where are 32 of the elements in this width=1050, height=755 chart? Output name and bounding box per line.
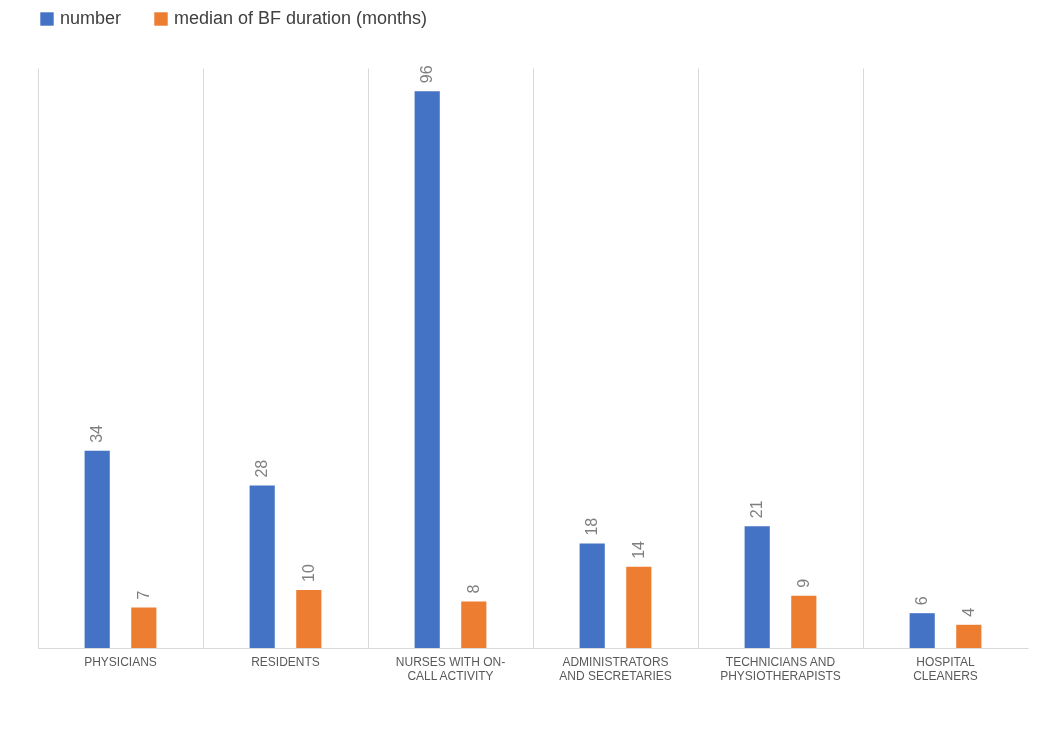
data-label: 6 bbox=[913, 596, 931, 606]
bar bbox=[84, 450, 110, 648]
data-label: 4 bbox=[959, 607, 977, 617]
bar bbox=[579, 543, 605, 648]
x-tick-label: HOSPITAL CLEANERS bbox=[913, 654, 978, 683]
bar bbox=[461, 601, 487, 648]
data-label: 96 bbox=[418, 65, 436, 84]
data-label: 28 bbox=[253, 459, 271, 478]
data-label: 8 bbox=[464, 584, 482, 594]
bar bbox=[791, 595, 817, 648]
bar bbox=[296, 590, 322, 648]
x-tick-label: ADMINISTRATORS AND SECRETARIES bbox=[559, 654, 672, 683]
x-tick-label: TECHNICIANS AND PHYSIOTHERAPISTS bbox=[720, 654, 841, 683]
bar bbox=[744, 526, 770, 648]
bar bbox=[626, 566, 652, 648]
x-tick-label: PHYSICIANS bbox=[84, 654, 157, 669]
data-label: 7 bbox=[134, 590, 152, 600]
data-label: 18 bbox=[583, 517, 601, 536]
data-label: 21 bbox=[748, 500, 766, 519]
legend-label: number bbox=[60, 8, 122, 28]
data-label: 34 bbox=[88, 424, 106, 443]
x-tick-label: NURSES WITH ON-CALL ACTIVITY bbox=[395, 654, 506, 683]
bar bbox=[131, 607, 157, 648]
bar bbox=[909, 613, 935, 648]
x-tick-label: RESIDENTS bbox=[251, 654, 320, 669]
data-label: 14 bbox=[629, 540, 647, 559]
data-label: 10 bbox=[299, 564, 317, 582]
bar bbox=[956, 624, 982, 648]
bar bbox=[249, 485, 275, 648]
legend-label: median of BF duration (months) bbox=[174, 8, 428, 28]
data-label: 9 bbox=[794, 578, 812, 588]
bar bbox=[414, 91, 440, 648]
